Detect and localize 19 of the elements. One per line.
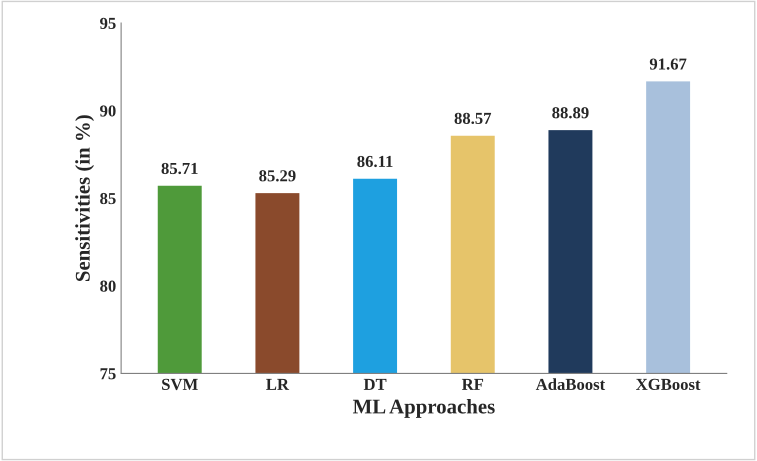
x-tick-label: AdaBoost	[536, 378, 606, 390]
y-tick-label: 95	[100, 18, 116, 29]
x-tick-label: RF	[462, 378, 484, 390]
y-axis-title: Sensitivities (in %)	[75, 115, 94, 282]
data-label: 88.57	[454, 112, 492, 124]
data-label: 88.89	[552, 107, 589, 118]
x-tick-label: SVM	[162, 378, 198, 390]
x-axis-title: ML Approaches	[352, 398, 495, 418]
data-label: 91.67	[650, 58, 686, 70]
x-tick-label: DT	[364, 378, 386, 390]
y-tick-label: 80	[100, 280, 116, 292]
data-label: 85.71	[162, 162, 198, 174]
y-tick-label: 75	[100, 368, 116, 380]
y-tick-label: 90	[100, 105, 116, 117]
data-label: 86.11	[357, 156, 393, 168]
y-tick-label: 85	[100, 192, 116, 204]
data-label: 85.29	[259, 170, 296, 182]
x-tick-label: LR	[266, 378, 290, 390]
x-tick-label: XGBoost	[636, 378, 700, 390]
